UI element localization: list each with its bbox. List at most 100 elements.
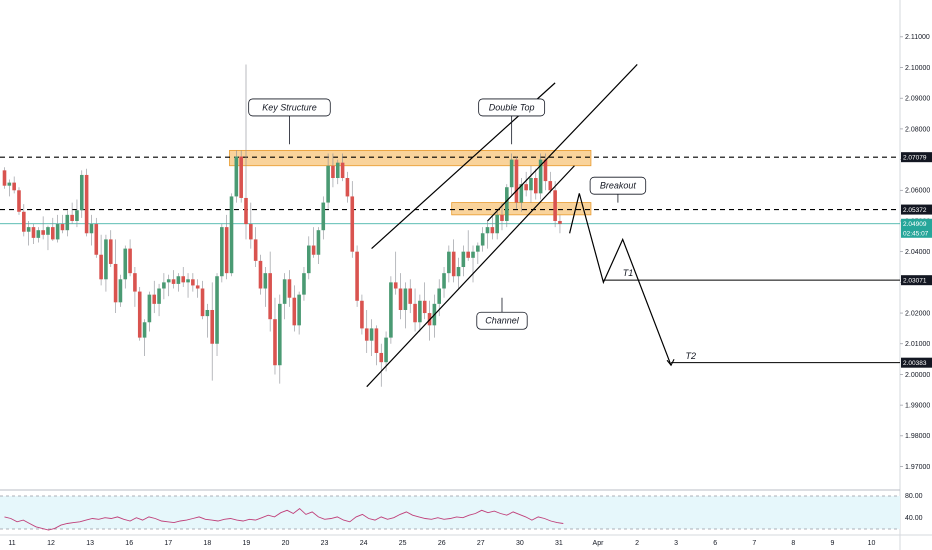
- candle: [17, 187, 21, 215]
- candle-body-bear: [355, 251, 359, 301]
- candle: [413, 288, 417, 332]
- candle: [447, 245, 451, 283]
- candle: [408, 279, 413, 314]
- callout-box: [476, 311, 528, 330]
- candle: [113, 239, 118, 314]
- candle-body-bull: [447, 251, 451, 274]
- time-tick-label: 10: [868, 540, 876, 547]
- candle-body-bear: [137, 291, 142, 338]
- candle: [84, 168, 89, 237]
- candle: [311, 227, 316, 258]
- time-tick-label: 16: [125, 540, 133, 547]
- candle: [166, 274, 171, 297]
- time-tick-label: 6: [713, 540, 717, 547]
- candle-body-bull: [519, 184, 524, 203]
- candle: [195, 279, 200, 298]
- candle-body-bear: [350, 196, 355, 252]
- candle-body-bear: [239, 156, 243, 198]
- time-tick-label: 3: [674, 540, 678, 547]
- candle: [335, 159, 340, 185]
- candle: [350, 181, 355, 258]
- candle-body-bear: [534, 178, 538, 194]
- candle-body-bear: [360, 300, 364, 329]
- candle-body-bear: [210, 309, 214, 344]
- callout-box: [589, 176, 647, 195]
- candle-body-bull: [205, 309, 210, 317]
- candle-body-bull: [123, 248, 128, 280]
- price-axis[interactable]: 2.110002.100002.090002.080002.070002.060…: [900, 34, 932, 471]
- candle: [480, 227, 485, 252]
- candle-body-bull: [480, 233, 485, 246]
- candle: [292, 285, 297, 332]
- channel-lower-line: [366, 165, 575, 388]
- candle: [331, 153, 335, 188]
- candle-body-bull: [104, 239, 108, 280]
- candle-body-bull: [369, 328, 374, 341]
- candle: [70, 202, 74, 225]
- candle: [534, 168, 538, 200]
- candle-body-bear: [181, 276, 186, 283]
- candle-body-bull: [166, 279, 171, 283]
- time-tick-label: 7: [752, 540, 756, 547]
- bar-countdown-label: 02:45:07: [903, 230, 929, 237]
- candle-body-bull: [302, 273, 306, 295]
- candle: [22, 204, 26, 237]
- price-tick-label: 2.11000: [905, 34, 930, 41]
- candle: [133, 267, 137, 307]
- candle: [418, 294, 422, 332]
- candle: [461, 245, 466, 277]
- candle-body-bear: [490, 227, 495, 234]
- candle: [553, 181, 557, 228]
- target-label: T2: [686, 351, 697, 361]
- level-price-tag: [901, 152, 932, 163]
- candle-body-bear: [345, 178, 350, 197]
- callout: Double Top: [478, 98, 546, 145]
- candle-body-bear: [548, 181, 553, 191]
- candle: [278, 294, 282, 384]
- level-price-tag: [901, 275, 932, 286]
- callout-label: Breakout: [600, 181, 637, 191]
- candle-body-bull: [485, 227, 490, 234]
- candle-body-bear: [413, 303, 417, 323]
- time-axis[interactable]: 11 12 13 16 17 18 19 20 23 24 25 26 27 30 31 Apr 2 3 6 7 8 9 1…: [8, 540, 875, 547]
- candle-body-bear: [31, 227, 36, 238]
- projection-path: [569, 193, 672, 366]
- candles-layer: [2, 64, 562, 387]
- candle: [181, 267, 186, 287]
- candle-body-bull: [176, 276, 181, 284]
- candle: [94, 217, 99, 258]
- level-price-label: 2.00383: [903, 360, 927, 367]
- time-tick-label: 11: [8, 540, 15, 547]
- candle: [509, 153, 514, 197]
- candle: [500, 202, 504, 231]
- candle: [244, 64, 248, 240]
- candle-body-bear: [224, 227, 229, 274]
- rsi-band-fill: [0, 496, 900, 529]
- candle-body-bear: [244, 197, 248, 225]
- candle: [442, 267, 446, 298]
- candle: [374, 325, 379, 366]
- candle: [220, 224, 224, 283]
- candle: [2, 167, 7, 189]
- candle: [529, 165, 533, 203]
- candle-body-bear: [12, 182, 16, 191]
- candle-body-bear: [191, 279, 195, 286]
- time-tick-label: 18: [203, 540, 211, 547]
- candle-body-bull: [186, 279, 190, 283]
- candle-body-bear: [113, 263, 118, 303]
- projection-arrowhead: [666, 358, 675, 367]
- candle: [65, 210, 70, 237]
- time-tick-label: 9: [830, 540, 834, 547]
- candle: [123, 245, 128, 289]
- candle-body-bull: [316, 230, 321, 255]
- candle: [108, 230, 113, 268]
- price-tick-label: 2.06000: [905, 188, 930, 195]
- candle: [384, 331, 388, 372]
- candle-body-bull: [389, 282, 393, 338]
- supply-zone: [229, 149, 592, 167]
- candle: [162, 273, 166, 300]
- candle: [7, 179, 12, 197]
